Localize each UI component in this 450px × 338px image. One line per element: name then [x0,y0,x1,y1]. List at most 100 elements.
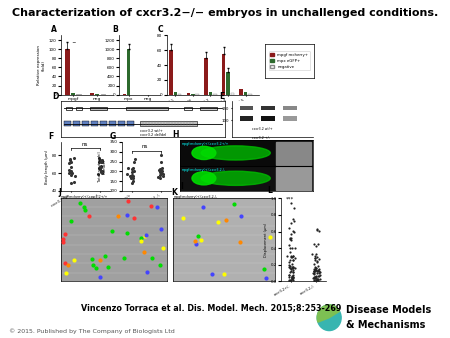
Point [310,262,317,267]
Bar [123,94,126,95]
Text: cxcr3.2 +/-: cxcr3.2 +/- [252,136,270,140]
Bar [213,94,216,95]
Point [223,217,230,223]
Point [68,173,75,178]
Point [179,215,186,220]
Text: cxcr3.2 wt/+: cxcr3.2 wt/+ [140,129,162,134]
Point [314,241,321,247]
Ellipse shape [192,172,216,185]
Point [311,275,319,280]
Point [315,271,323,276]
Text: Characterization of cxcr3.2−/− embryos in unchallenged conditions.: Characterization of cxcr3.2−/− embryos i… [12,8,438,19]
Point [128,172,135,177]
Point [286,242,293,248]
Point [159,245,166,250]
Bar [283,117,297,121]
Point [128,166,135,171]
Point [311,266,319,272]
Point [96,274,103,280]
Point [310,270,317,276]
Point [153,204,161,210]
Point [129,178,136,184]
Point [95,165,102,171]
Text: mpgf:mcherry(+);cxcr3.2+/+: mpgf:mcherry(+);cxcr3.2+/+ [61,195,108,199]
Text: G: G [109,132,115,141]
Point [126,173,134,179]
Bar [64,121,71,126]
Point [287,269,294,275]
Point [315,268,322,273]
Bar [126,107,167,110]
Point [64,262,72,267]
Text: I: I [180,182,183,191]
Point [313,227,320,233]
Point [315,278,322,283]
Point [127,174,135,180]
Point [88,257,95,262]
Bar [204,58,208,95]
Point [156,167,163,172]
Bar [187,93,190,95]
Point [98,170,105,175]
Point [94,171,102,176]
Point [154,174,161,179]
Point [287,268,294,274]
Point [286,236,293,242]
Point [289,277,297,283]
Point [138,238,145,244]
Point [62,261,69,266]
Point [311,268,318,274]
Point [288,200,295,205]
Point [137,236,144,241]
Point [316,270,323,275]
Point [156,169,163,174]
Point [76,200,83,206]
Point [313,268,320,274]
Point [96,157,104,162]
Point [65,161,72,166]
Point [157,176,164,181]
Point [289,275,297,280]
Bar [76,94,81,95]
Text: cxcr3.2 wt/+: cxcr3.2 wt/+ [252,127,273,131]
Text: Disease Models: Disease Models [346,305,431,315]
Point [214,219,221,225]
Bar [91,121,98,126]
Bar [100,121,107,126]
Point [314,277,321,282]
Point [71,257,78,262]
Point [310,275,317,281]
Point [290,205,297,211]
Bar [82,121,89,126]
Point [97,163,104,168]
Point [289,267,297,273]
Point [312,274,319,280]
Point [98,170,105,175]
Point [220,271,228,276]
Point [97,168,104,174]
Point [312,254,319,259]
Point [312,273,319,279]
Point [311,271,318,277]
Bar [174,92,177,95]
Bar [71,93,75,95]
Point [289,274,296,280]
Point [288,255,295,260]
Point [124,198,131,204]
Bar [191,94,194,95]
Point [286,278,293,284]
Y-axis label: Body length (µm): Body length (µm) [45,149,49,184]
Point [287,231,294,237]
Point [313,259,320,264]
Text: K: K [171,188,177,197]
Text: ***: *** [286,197,294,202]
Point [193,241,200,246]
Point [140,249,147,254]
Point [289,216,296,221]
Point [80,204,87,209]
Point [289,257,297,262]
Point [148,255,156,261]
Point [289,270,297,275]
Text: mpgf:mcherry(+);cxcr3.2-/-: mpgf:mcherry(+);cxcr3.2-/- [181,168,225,172]
Point [311,275,319,280]
